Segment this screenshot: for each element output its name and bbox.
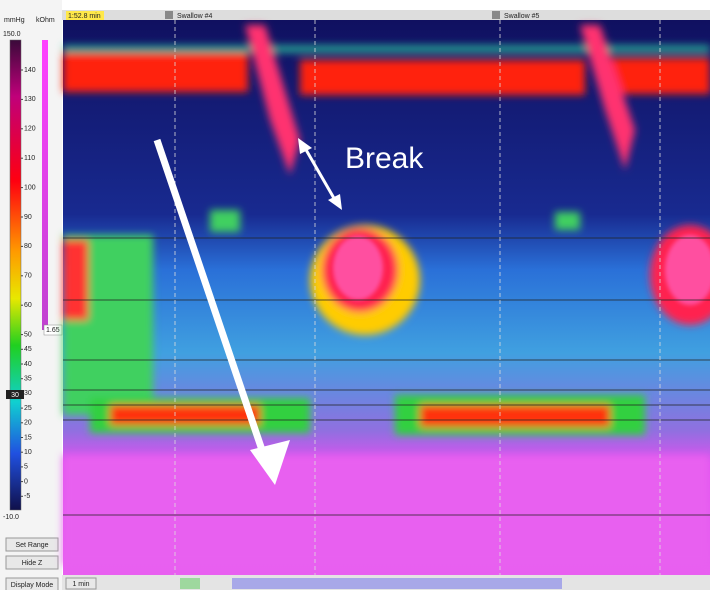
color-bar [9, 39, 22, 511]
double-arrow [303, 147, 337, 201]
arrow-head [250, 440, 290, 485]
scale-label: 40 [24, 361, 32, 368]
annotation: Break [345, 142, 424, 175]
scale-label: 5 [24, 464, 28, 471]
side-panel [0, 0, 62, 590]
scale-label: 120 [24, 126, 36, 133]
swallow-icon[interactable] [165, 11, 173, 19]
marker-box [6, 390, 24, 399]
unit-right: kOhm [36, 17, 55, 24]
toolbar [62, 10, 710, 20]
arrow [153, 138, 266, 452]
scale-bottom: -10.0 [3, 514, 19, 521]
scale-label: -5 [24, 493, 30, 500]
pressure-topography [63, 20, 710, 575]
scale-label: 25 [24, 405, 32, 412]
impedance-box [43, 324, 63, 336]
scale-label: 130 [24, 96, 36, 103]
scale-label: 15 [24, 434, 32, 441]
scale-label: 90 [24, 214, 32, 221]
scale-label: 140 [24, 67, 36, 74]
time-label: 1:52.8 min [68, 13, 101, 20]
hide-z-button[interactable]: Hide Z [5, 555, 59, 570]
scale-label: 20 [24, 420, 32, 427]
zoom-label: 1 min [72, 581, 89, 588]
button-label: Hide Z [22, 560, 43, 567]
scale-label: 80 [24, 243, 32, 250]
set-range-button[interactable]: Set Range [5, 537, 59, 552]
swallow-icon[interactable] [492, 11, 500, 19]
arrow-head [328, 194, 342, 210]
marker-value: 30 [11, 392, 19, 399]
arrow-head [298, 138, 312, 154]
zoom-button[interactable]: 1 min [65, 577, 97, 590]
impedance-bar [42, 40, 48, 330]
scale-label: 70 [24, 273, 32, 280]
unit-left: mmHg [4, 17, 25, 24]
swallow-label: Swallow #5 [504, 13, 540, 20]
scale-label: 110 [24, 155, 35, 162]
scale-label: 30 [24, 390, 32, 397]
time-box [66, 11, 104, 20]
scale-label: 50 [24, 331, 32, 338]
timeline-marker[interactable] [180, 578, 200, 589]
scale-top: 150.0 [3, 31, 21, 38]
scale-label: 45 [24, 346, 32, 353]
display-mode-button[interactable]: Display Mode [5, 577, 59, 590]
swallow-label: Swallow #4 [177, 13, 213, 20]
button-label: Display Mode [11, 582, 54, 589]
scale-label: 0 [24, 478, 28, 485]
scale-labels: 1401301201101009080706050454035302520151… [21, 67, 36, 500]
scale-label: 60 [24, 302, 32, 309]
button-label: Set Range [15, 542, 48, 549]
scale-label: 10 [24, 449, 32, 456]
impedance-value: 1.65 [46, 327, 60, 334]
scale-label: 100 [24, 184, 36, 191]
timeline-range[interactable] [232, 578, 562, 589]
scale-label: 35 [24, 376, 32, 383]
